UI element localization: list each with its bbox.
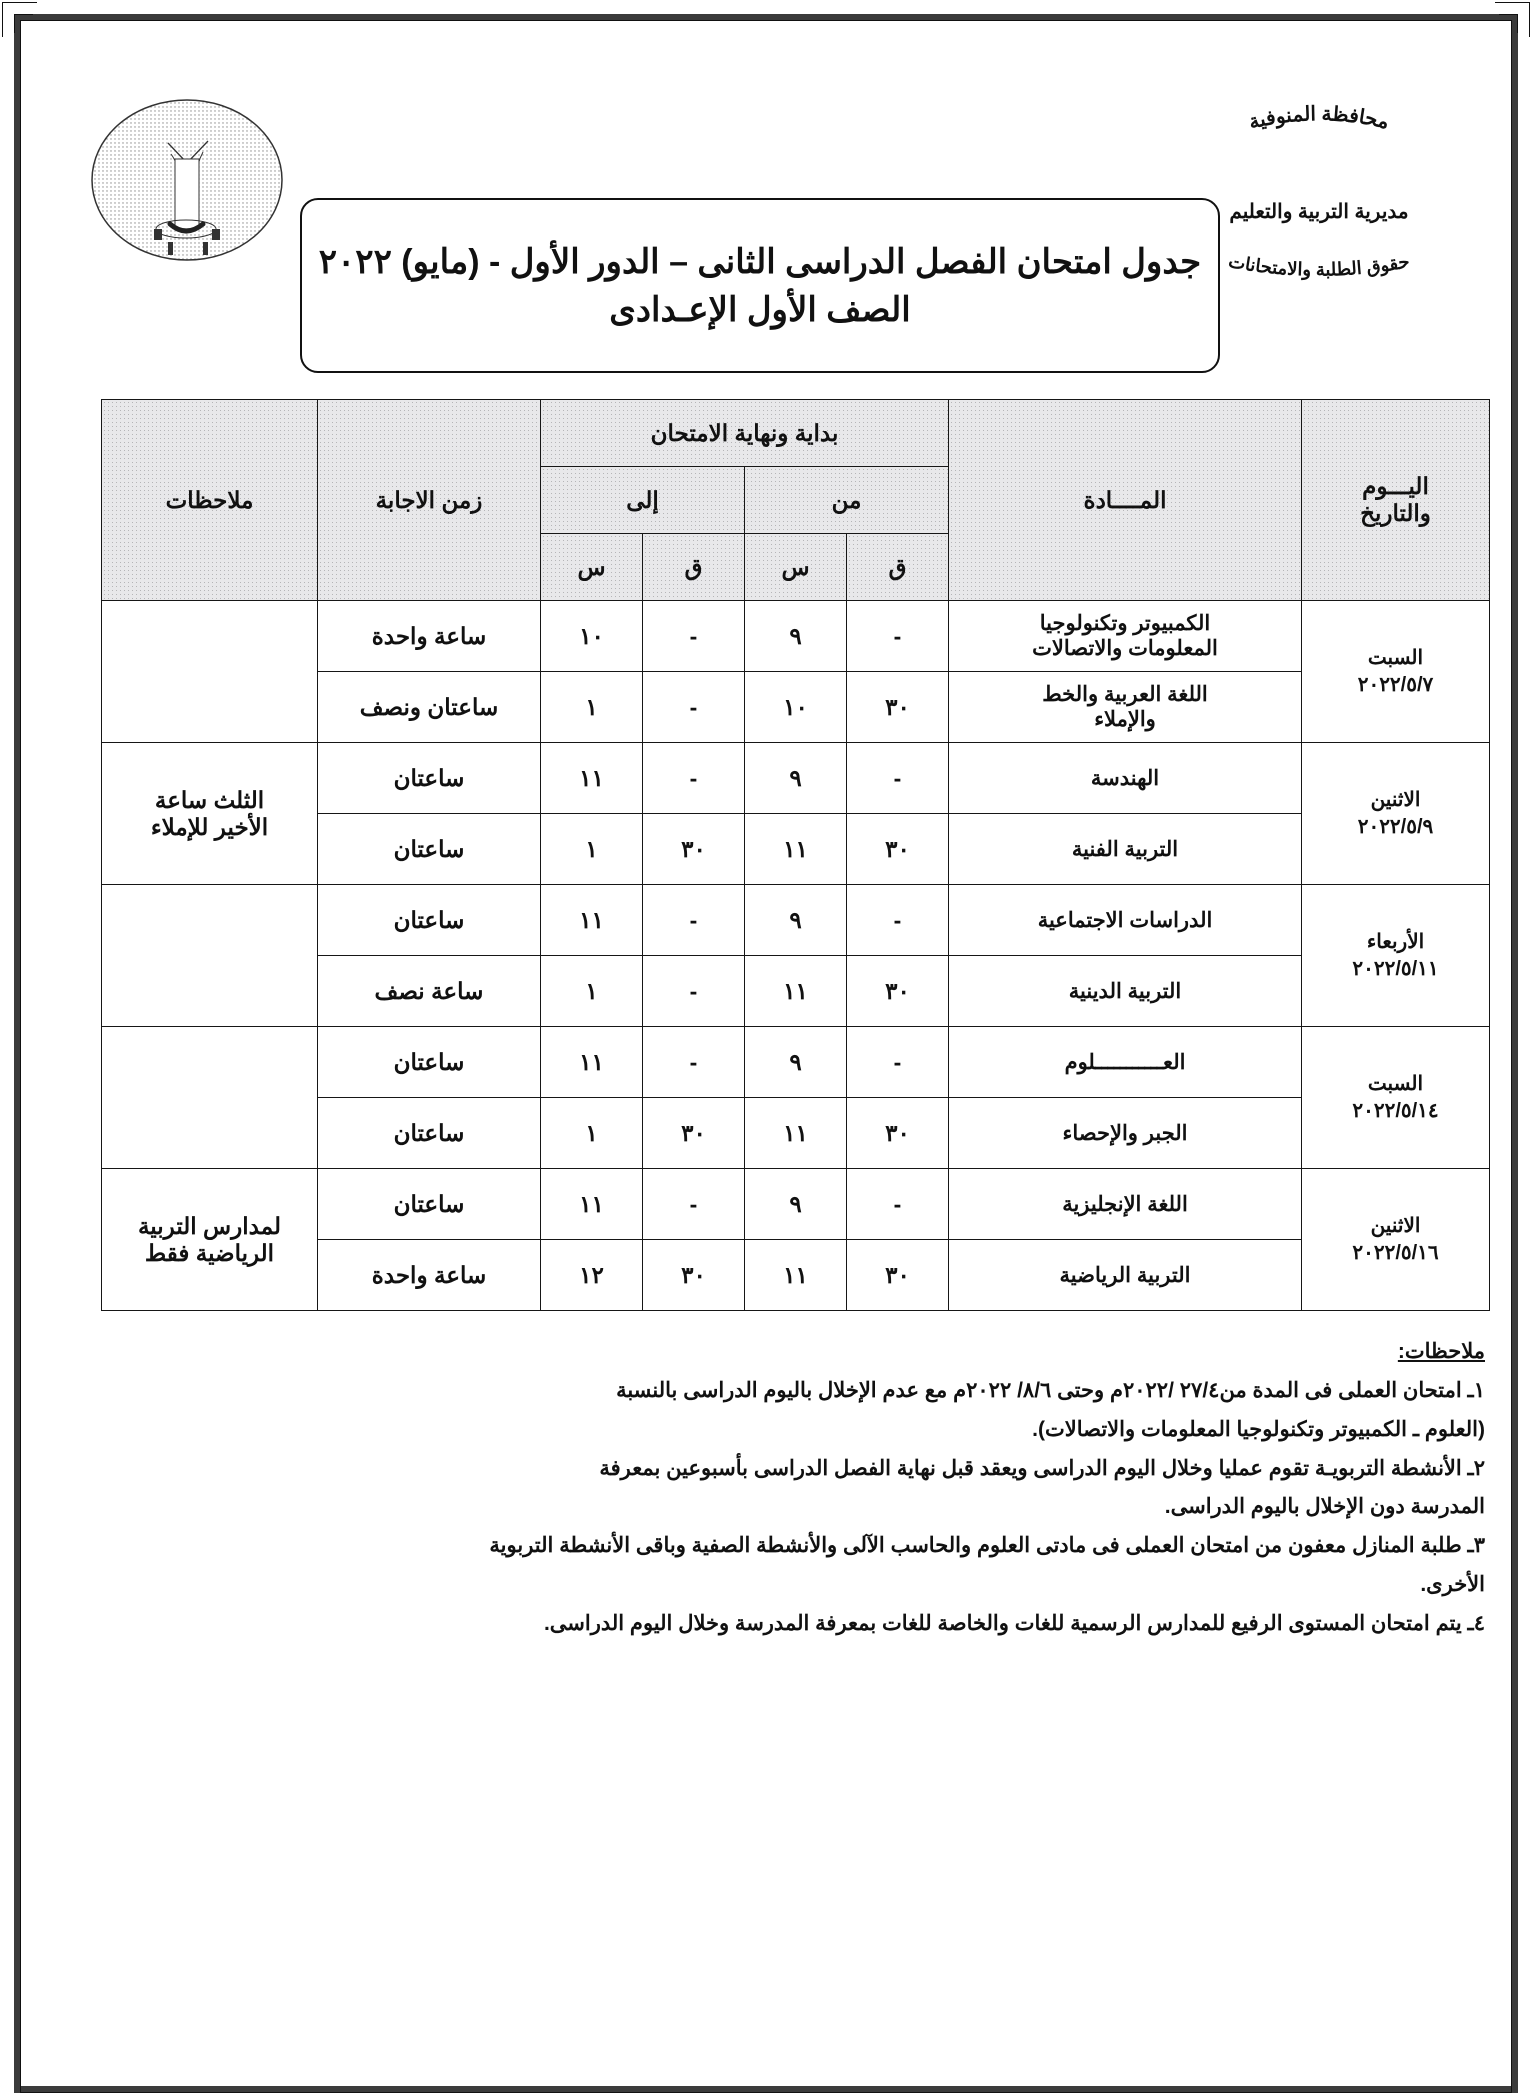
svg-text:حقوق الطلبة والامتحانات: حقوق الطلبة والامتحانات [1227,251,1411,281]
svg-text:محافظة المنوفية: محافظة المنوفية [1247,103,1392,133]
svg-text:مديرية التربية والتعليم: مديرية التربية والتعليم [1229,201,1408,224]
